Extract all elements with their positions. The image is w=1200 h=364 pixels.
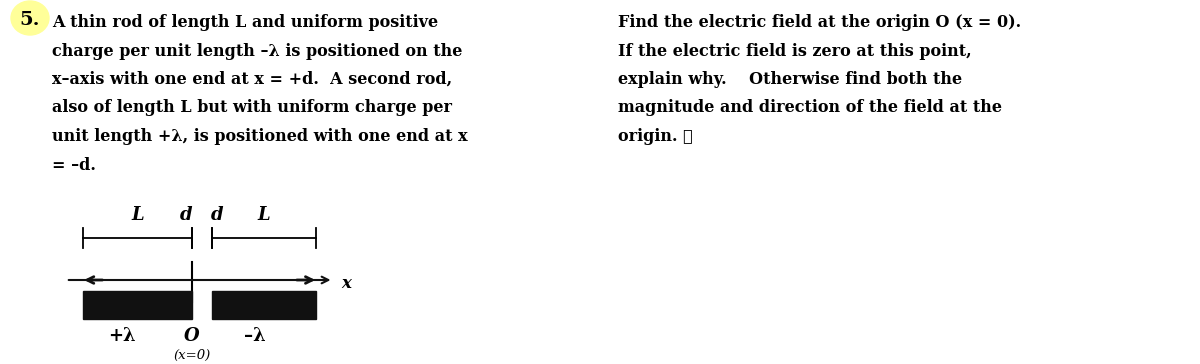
Text: x: x: [342, 276, 352, 293]
Text: origin. ❖: origin. ❖: [618, 128, 692, 145]
Text: = –d.: = –d.: [52, 157, 96, 174]
Text: unit length +λ, is positioned with one end at x: unit length +λ, is positioned with one e…: [52, 128, 468, 145]
Text: 5.: 5.: [19, 11, 41, 29]
Text: L: L: [258, 206, 270, 224]
Text: d: d: [211, 206, 224, 224]
Text: O: O: [185, 327, 200, 345]
Text: If the electric field is zero at this point,: If the electric field is zero at this po…: [618, 43, 972, 59]
FancyBboxPatch shape: [83, 291, 192, 319]
Text: magnitude and direction of the field at the: magnitude and direction of the field at …: [618, 99, 1002, 116]
Text: +λ: +λ: [109, 327, 137, 345]
Text: charge per unit length –λ is positioned on the: charge per unit length –λ is positioned …: [52, 43, 462, 59]
Text: d: d: [180, 206, 192, 224]
Text: x–axis with one end at x = +d.  A second rod,: x–axis with one end at x = +d. A second …: [52, 71, 452, 88]
Text: –λ: –λ: [245, 327, 266, 345]
Ellipse shape: [11, 1, 49, 35]
Text: L: L: [131, 206, 144, 224]
Text: (x=0): (x=0): [174, 349, 211, 362]
Text: also of length L but with uniform charge per: also of length L but with uniform charge…: [52, 99, 452, 116]
Text: A thin rod of length L and uniform positive: A thin rod of length L and uniform posit…: [52, 14, 438, 31]
FancyBboxPatch shape: [211, 291, 316, 319]
Text: explain why.    Otherwise find both the: explain why. Otherwise find both the: [618, 71, 962, 88]
Text: Find the electric field at the origin O (x = 0).: Find the electric field at the origin O …: [618, 14, 1021, 31]
